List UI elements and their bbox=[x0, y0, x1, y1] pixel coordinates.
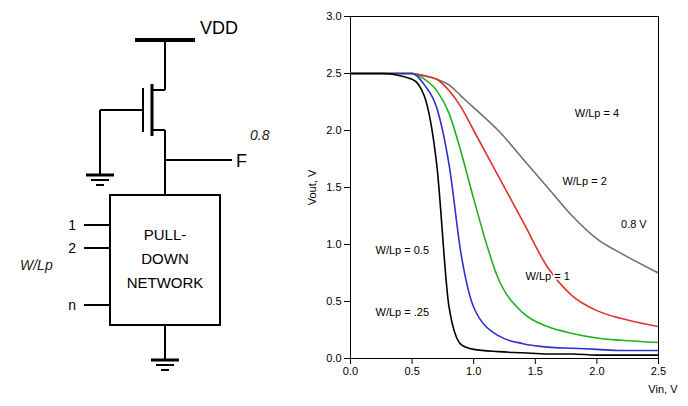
svg-text:3.0: 3.0 bbox=[326, 10, 341, 22]
svg-text:NETWORK: NETWORK bbox=[127, 274, 204, 291]
svg-text:2.5: 2.5 bbox=[651, 365, 666, 377]
svg-text:0.0: 0.0 bbox=[343, 365, 358, 377]
svg-text:W/Lp = 0.5: W/Lp = 0.5 bbox=[375, 244, 429, 256]
svg-text:2.0: 2.0 bbox=[326, 124, 341, 136]
svg-text:1.5: 1.5 bbox=[326, 181, 341, 193]
svg-text:W/Lp = 4: W/Lp = 4 bbox=[575, 107, 619, 119]
svg-text:1.0: 1.0 bbox=[326, 238, 341, 250]
svg-text:1: 1 bbox=[68, 217, 76, 233]
svg-text:0.8: 0.8 bbox=[250, 127, 270, 143]
svg-text:0.8 V: 0.8 V bbox=[621, 218, 647, 230]
svg-text:2.0: 2.0 bbox=[589, 365, 604, 377]
svg-text:PULL-: PULL- bbox=[144, 226, 187, 243]
svg-text:DOWN: DOWN bbox=[141, 250, 189, 267]
svg-text:1.0: 1.0 bbox=[466, 365, 481, 377]
svg-text:Vin, V: Vin, V bbox=[648, 383, 678, 395]
svg-text:W/Lp = .25: W/Lp = .25 bbox=[375, 306, 429, 318]
svg-text:W/Lp = 2: W/Lp = 2 bbox=[562, 175, 606, 187]
svg-text:0.5: 0.5 bbox=[326, 295, 341, 307]
svg-text:F: F bbox=[236, 151, 247, 171]
svg-text:VDD: VDD bbox=[200, 18, 238, 38]
svg-text:0.0: 0.0 bbox=[326, 352, 341, 364]
svg-text:0.5: 0.5 bbox=[404, 365, 419, 377]
svg-text:n: n bbox=[68, 297, 76, 313]
svg-text:W/Lp: W/Lp bbox=[20, 257, 53, 273]
svg-text:1.5: 1.5 bbox=[528, 365, 543, 377]
svg-text:W/Lp = 1: W/Lp = 1 bbox=[525, 270, 569, 282]
svg-text:2.5: 2.5 bbox=[326, 67, 341, 79]
svg-text:2: 2 bbox=[68, 240, 76, 256]
svg-text:Vout, V: Vout, V bbox=[306, 169, 318, 205]
